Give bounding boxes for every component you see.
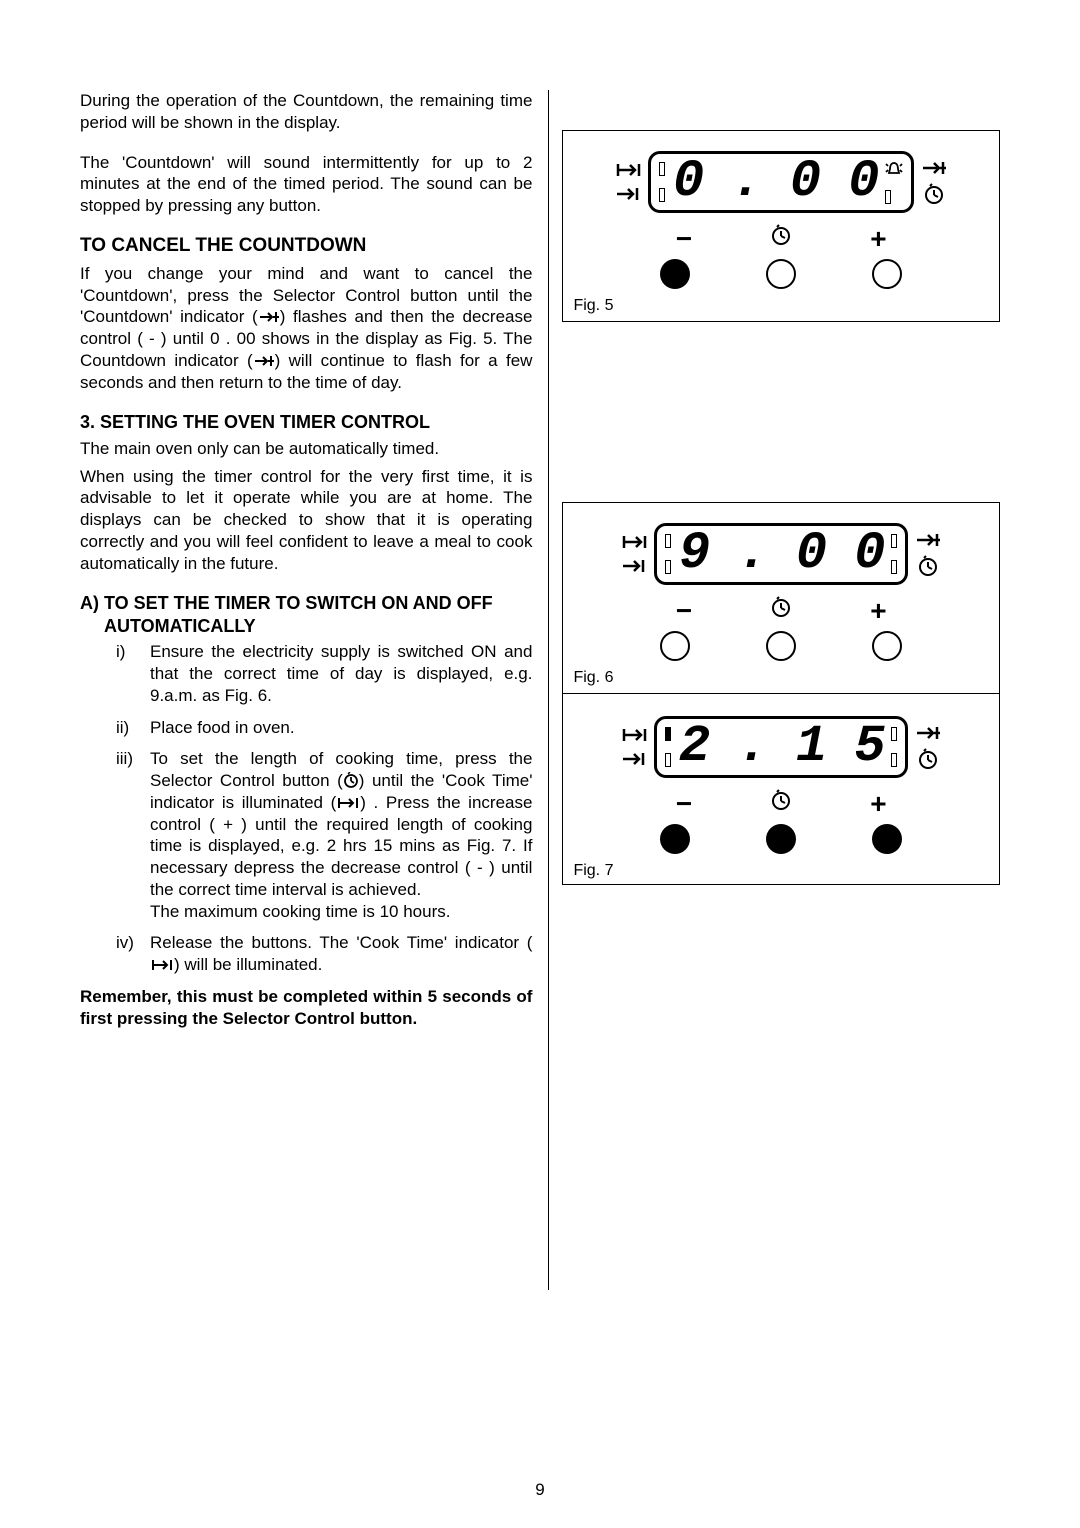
page-number: 9 bbox=[0, 1480, 1080, 1500]
countdown-icon bbox=[920, 159, 948, 177]
endtime-icon bbox=[614, 185, 642, 203]
page-content: During the operation of the Countdown, t… bbox=[80, 90, 1000, 1029]
countdown-icon bbox=[914, 531, 942, 549]
cooktime-icon bbox=[150, 958, 174, 972]
clock-icon bbox=[769, 595, 793, 619]
figure-5: 0 . 0 0 − + bbox=[562, 130, 1000, 322]
list-item-4: iv) Release the buttons. The 'Cook Time'… bbox=[116, 932, 532, 976]
para-2: The 'Countdown' will sound intermittentl… bbox=[80, 152, 532, 217]
right-column: 0 . 0 0 − + bbox=[562, 90, 1000, 1029]
plus-label: + bbox=[870, 595, 886, 627]
clock-icon bbox=[917, 555, 939, 577]
list: i) Ensure the electricity supply is swit… bbox=[80, 641, 532, 976]
para-1: During the operation of the Countdown, t… bbox=[80, 90, 532, 134]
para-4: The main oven only can be automatically … bbox=[80, 438, 532, 460]
panel-5: 0 . 0 0 − + bbox=[601, 151, 961, 289]
column-divider bbox=[548, 90, 549, 1290]
cooktime-icon bbox=[620, 533, 648, 551]
cooktime-icon bbox=[620, 726, 648, 744]
left-column: During the operation of the Countdown, t… bbox=[80, 90, 532, 1029]
minus-label: − bbox=[676, 788, 692, 820]
list-body-3: To set the length of cooking time, press… bbox=[150, 748, 532, 922]
clock-icon bbox=[917, 748, 939, 770]
panel-7: 2 . 1 5 − + bbox=[601, 716, 961, 854]
fig6-label: Fig. 6 bbox=[563, 669, 999, 691]
list-item-1: i) Ensure the electricity supply is swit… bbox=[116, 641, 532, 706]
selector-button[interactable] bbox=[766, 824, 796, 854]
minus-label: − bbox=[676, 595, 692, 627]
bell-icon bbox=[885, 160, 903, 178]
heading-cancel: TO CANCEL THE COUNTDOWN bbox=[80, 235, 532, 257]
countdown-icon bbox=[258, 310, 280, 324]
para-3: If you change your mind and want to canc… bbox=[80, 263, 532, 394]
minus-button[interactable] bbox=[660, 631, 690, 661]
panel-6: 9 . 0 0 − + bbox=[601, 523, 961, 661]
clock-icon bbox=[923, 183, 945, 205]
figure-6-7-box: 9 . 0 0 − + bbox=[562, 502, 1000, 885]
remember: Remember, this must be completed within … bbox=[80, 986, 532, 1030]
list-num-2: ii) bbox=[116, 717, 150, 739]
plus-button[interactable] bbox=[872, 824, 902, 854]
li4a: Release the buttons. The 'Cook Time' ind… bbox=[150, 933, 532, 952]
fig7-label: Fig. 7 bbox=[563, 862, 999, 884]
list-num-3: iii) bbox=[116, 748, 150, 922]
lcd-5: 0 . 0 0 bbox=[648, 151, 914, 213]
minus-button[interactable] bbox=[660, 824, 690, 854]
plus-button[interactable] bbox=[872, 631, 902, 661]
list-item-3: iii) To set the length of cooking time, … bbox=[116, 748, 532, 922]
list-body-2: Place food in oven. bbox=[150, 717, 532, 739]
list-num-1: i) bbox=[116, 641, 150, 706]
cooktime-icon bbox=[614, 161, 642, 179]
selector-button[interactable] bbox=[766, 259, 796, 289]
display-7: 2 . 1 5 bbox=[675, 721, 887, 773]
endtime-icon bbox=[620, 750, 648, 768]
heading-a: A) TO SET THE TIMER TO SWITCH ON AND OFF… bbox=[80, 592, 532, 637]
minus-label: − bbox=[676, 223, 692, 255]
clock-icon bbox=[769, 223, 793, 247]
fig-divider bbox=[563, 693, 999, 694]
display-6: 9 . 0 0 bbox=[675, 528, 887, 580]
para-5: When using the timer control for the ver… bbox=[80, 466, 532, 575]
countdown-icon bbox=[253, 354, 275, 368]
lcd-7: 2 . 1 5 bbox=[654, 716, 908, 778]
display-5: 0 . 0 0 bbox=[669, 156, 881, 208]
countdown-icon bbox=[914, 724, 942, 742]
clock-icon bbox=[343, 772, 359, 788]
list-num-4: iv) bbox=[116, 932, 150, 976]
heading-3: 3. SETTING THE OVEN TIMER CONTROL bbox=[102, 411, 532, 434]
minus-button[interactable] bbox=[660, 259, 690, 289]
plus-button[interactable] bbox=[872, 259, 902, 289]
fig5-label: Fig. 5 bbox=[573, 297, 989, 315]
endtime-icon bbox=[620, 557, 648, 575]
li4b: ) will be illuminated. bbox=[174, 955, 322, 974]
cooktime-icon bbox=[336, 796, 360, 810]
list-body-4: Release the buttons. The 'Cook Time' ind… bbox=[150, 932, 532, 976]
plus-label: + bbox=[870, 788, 886, 820]
clock-icon bbox=[769, 788, 793, 812]
list-item-2: ii) Place food in oven. bbox=[116, 717, 532, 739]
lcd-6: 9 . 0 0 bbox=[654, 523, 908, 585]
li3d: The maximum cooking time is 10 hours. bbox=[150, 902, 450, 921]
plus-label: + bbox=[870, 223, 886, 255]
selector-button[interactable] bbox=[766, 631, 796, 661]
list-body-1: Ensure the electricity supply is switche… bbox=[150, 641, 532, 706]
